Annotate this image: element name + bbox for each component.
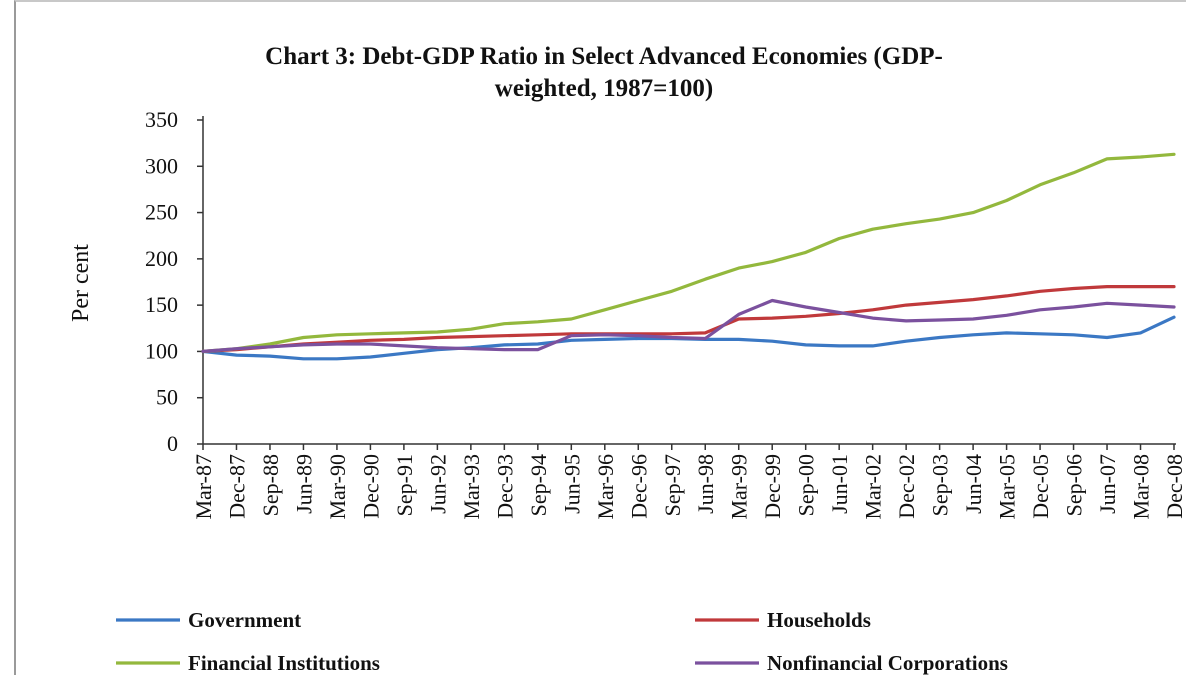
x-tick-label: Jun-89 (291, 454, 316, 514)
x-tick-label: Mar-87 (191, 454, 216, 520)
legend: Government Households Financial Institutio… (116, 608, 1008, 675)
x-tick-label: Sep-91 (392, 454, 417, 516)
x-tick-label: Jun-04 (961, 454, 986, 514)
y-tick-label: 350 (145, 107, 178, 132)
x-tick-label: Sep-94 (526, 454, 551, 516)
y-tick-label: 50 (156, 385, 178, 410)
x-tick-label: Mar-99 (727, 454, 752, 520)
legend-label-households: Households (767, 608, 871, 632)
y-tick-label: 200 (145, 246, 178, 271)
series-line-financial-institutions (201, 152, 1176, 353)
x-tick-label: Dec-96 (626, 454, 651, 519)
y-axis-label: Per cent (68, 244, 94, 322)
x-tick-label: Mar-02 (861, 454, 886, 520)
x-tick-label: Jun-92 (425, 454, 450, 514)
x-tick-label: Dec-05 (1028, 454, 1053, 519)
x-tick-label: Sep-97 (660, 454, 685, 516)
x-tick-label: Jun-07 (1095, 454, 1120, 514)
series-line-nonfinancial-corporations (201, 298, 1176, 353)
chart-title-line-2: weighted, 1987=100) (495, 75, 713, 102)
y-tick-label: 250 (145, 200, 178, 225)
chart-frame (14, 0, 1186, 675)
y-tick-label: 0 (167, 431, 178, 456)
x-tick-label: Sep-00 (794, 454, 819, 516)
x-tick-label: Sep-06 (1062, 454, 1087, 516)
x-tick-label: Mar-96 (593, 454, 618, 520)
y-tick-label: 150 (145, 292, 178, 317)
x-tick-label: Mar-90 (325, 454, 350, 520)
legend-label-government: Government (188, 608, 301, 632)
x-tick-label: Mar-05 (995, 454, 1020, 520)
x-tick-label: Dec-08 (1162, 454, 1186, 519)
chart-title-line-1: Chart 3: Debt-GDP Ratio in Select Advanc… (265, 43, 943, 70)
series-line-households (201, 285, 1176, 353)
x-tick-label: Jun-95 (559, 454, 584, 514)
x-tick-label: Jun-01 (827, 454, 852, 514)
x-tick-label: Dec-90 (358, 454, 383, 519)
y-tick-label: 300 (145, 153, 178, 178)
y-tick-label: 100 (145, 338, 178, 363)
legend-label-nonfinancial-corporations: Nonfinancial Corporations (767, 651, 1008, 675)
x-tick-label: Dec-93 (492, 454, 517, 519)
x-tick-label: Dec-99 (760, 454, 785, 519)
plot-area: 0 50 100 150 200 250 300 350 Mar-87 Dec-87 Sep-88 J… (145, 107, 1186, 520)
x-tick-label: Sep-88 (258, 454, 283, 516)
legend-label-financial-institutions: Financial Institutions (188, 651, 380, 675)
x-tick-label: Dec-87 (224, 454, 249, 519)
x-tick-label: Mar-08 (1129, 454, 1154, 520)
x-tick-label: Jun-98 (693, 454, 718, 514)
x-tick-label: Sep-03 (928, 454, 953, 516)
x-tick-label: Dec-02 (894, 454, 919, 519)
x-tick-label: Mar-93 (459, 454, 484, 520)
